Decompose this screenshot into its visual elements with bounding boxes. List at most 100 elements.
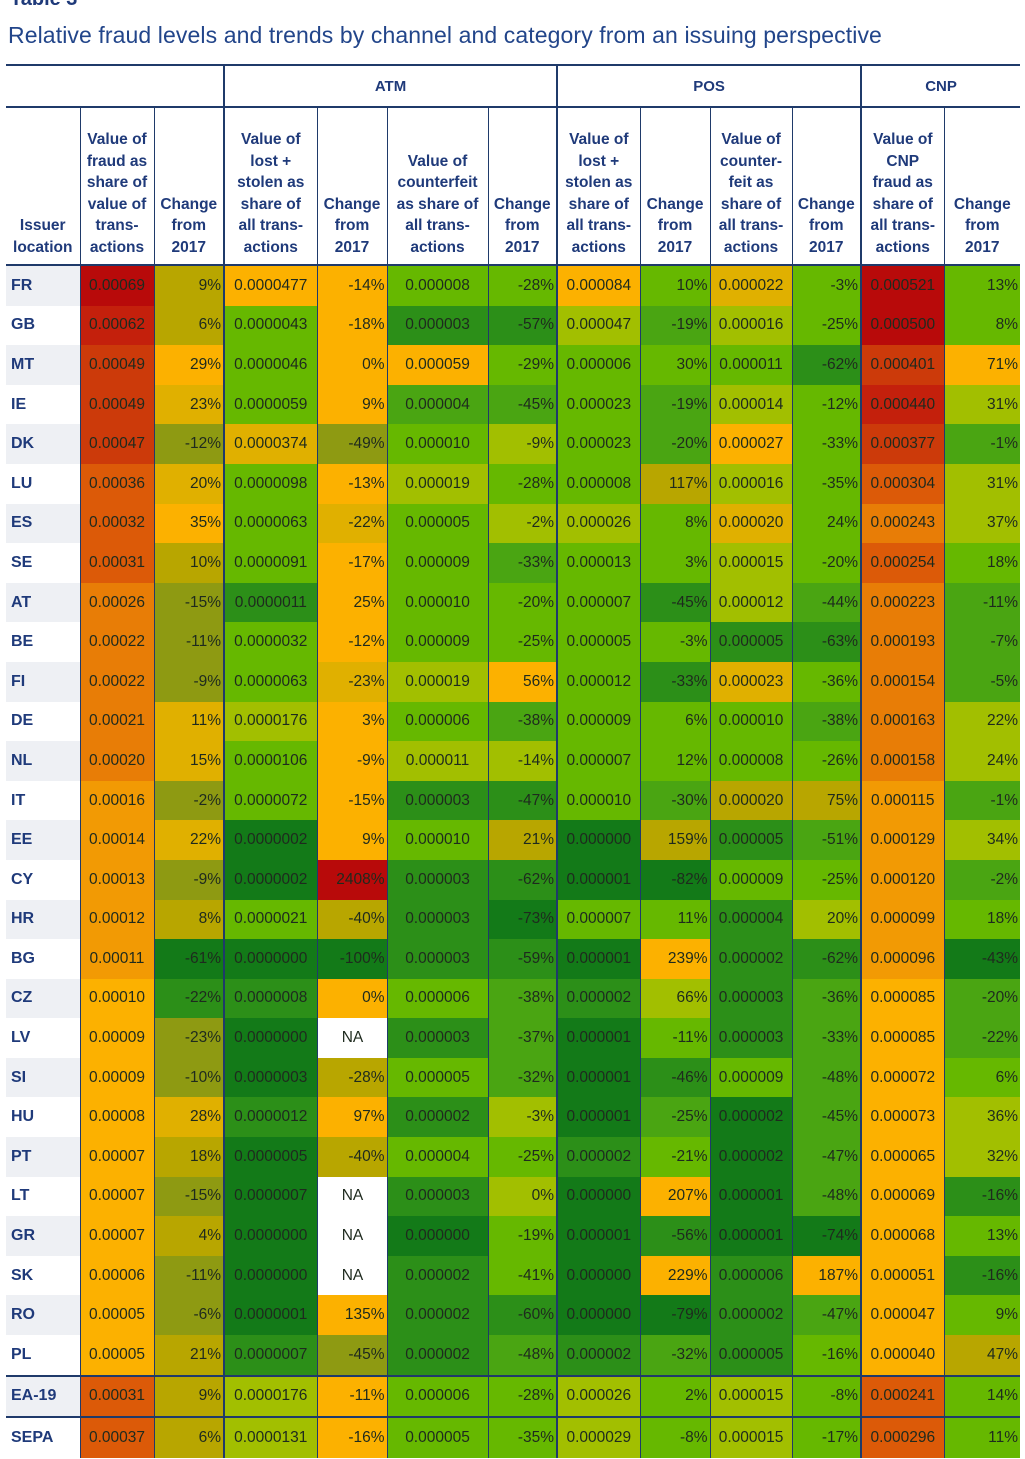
- column-header-pos-lost-stolen-change: Change from 2017: [639, 107, 711, 266]
- atm-counterfeit-share-cell: 0.000008: [386, 265, 489, 306]
- pos-lost-stolen-change-cell: 159%: [639, 820, 711, 860]
- table-row: ES 0.00032 35% 0.0000063 -22% 0.000005 -2% 0.00…: [6, 503, 1021, 544]
- table-row: LT 0.00007 -15% 0.0000007 NA 0.000003 0% 0.0000…: [6, 1176, 1021, 1217]
- atm-lost-stolen-share-cell: 0.0000176: [223, 1374, 318, 1418]
- pos-lost-stolen-change-cell: -19%: [639, 305, 711, 346]
- atm-counterfeit-change-cell: -62%: [487, 859, 558, 900]
- issuer-cell: EE: [6, 820, 80, 860]
- pos-lost-stolen-share-cell: 0.000029: [556, 1416, 641, 1458]
- cnp-share-cell: 0.000254: [860, 543, 945, 583]
- atm-lost-stolen-share-cell: 0.0000032: [223, 622, 318, 662]
- atm-counterfeit-share-cell: 0.000003: [386, 305, 489, 346]
- atm-lost-stolen-share-cell: 0.0000131: [223, 1416, 318, 1458]
- atm-lost-stolen-change-cell: NA: [316, 1216, 388, 1256]
- pos-lost-stolen-share-cell: 0.000026: [556, 503, 641, 544]
- atm-lost-stolen-change-cell: -100%: [316, 939, 388, 979]
- atm-lost-stolen-change-cell: NA: [316, 1255, 388, 1296]
- table-row: BG 0.00011 -61% 0.0000000 -100% 0.000003 -59% 0…: [6, 939, 1021, 979]
- table-row: LV 0.00009 -23% 0.0000000 NA 0.000003 -37% 0.00…: [6, 1018, 1021, 1058]
- cnp-change-cell: 9%: [943, 1295, 1021, 1336]
- pos-counterfeit-change-cell: -17%: [791, 1416, 862, 1458]
- column-header-pos-counterfeit-change: Change from 2017: [791, 107, 862, 266]
- atm-counterfeit-share-cell: 0.000003: [386, 1018, 489, 1058]
- atm-counterfeit-share-cell: 0.000002: [386, 1295, 489, 1336]
- atm-counterfeit-share-cell: 0.000005: [386, 1057, 489, 1098]
- atm-lost-stolen-change-cell: -9%: [316, 741, 388, 781]
- pos-lost-stolen-share-cell: 0.000026: [556, 1374, 641, 1418]
- atm-counterfeit-change-cell: 21%: [487, 820, 558, 860]
- issuer-cell: LU: [11, 474, 33, 492]
- cnp-change-cell: -16%: [943, 1176, 1021, 1217]
- pos-counterfeit-change-cell: -3%: [791, 265, 862, 306]
- pos-counterfeit-share-cell: 0.000005: [709, 1335, 793, 1376]
- pos-lost-stolen-share-cell: 0.000001: [556, 939, 641, 979]
- atm-counterfeit-share-cell: 0.000006: [386, 978, 489, 1019]
- column-header-pos-lost-stolen-share: Value of lost + stolen as share of all t…: [556, 107, 641, 266]
- atm-lost-stolen-share-cell: 0.0000021: [223, 899, 318, 940]
- cnp-share-cell: 0.000304: [860, 463, 945, 504]
- pos-counterfeit-share-cell: 0.000001: [709, 1176, 793, 1217]
- atm-counterfeit-share-cell: 0.000005: [386, 503, 489, 544]
- fraud-share-cell: 0.00021: [79, 701, 154, 742]
- pos-lost-stolen-share-cell: 0.000007: [556, 582, 641, 623]
- issuer-cell: IE: [11, 395, 27, 413]
- fraud-change-cell: -11%: [153, 1255, 225, 1296]
- pos-lost-stolen-change-cell: 12%: [639, 741, 711, 781]
- atm-counterfeit-share-cell: 0.000019: [386, 463, 489, 504]
- pos-counterfeit-change-cell: -36%: [791, 661, 862, 702]
- cnp-change-cell: 31%: [943, 384, 1021, 425]
- fraud-change-cell: -22%: [153, 978, 225, 1019]
- pos-lost-stolen-change-cell: -33%: [639, 661, 711, 702]
- cnp-change-cell: -16%: [943, 1255, 1021, 1296]
- issuer-cell: SEPA: [6, 1416, 80, 1458]
- table-row: EE 0.00014 22% 0.0000002 9% 0.000010 21% 0.0000…: [6, 820, 1021, 860]
- fraud-share-cell: 0.00014: [79, 820, 154, 860]
- fraud-share-cell: 0.00062: [79, 305, 154, 346]
- group-header-cnp: CNP: [860, 64, 1021, 108]
- fraud-table: ATM POS CNP Issuer location Value of frau…: [6, 64, 1021, 1458]
- atm-lost-stolen-share-cell: 0.0000001: [223, 1295, 318, 1336]
- cnp-share-cell: 0.000401: [860, 345, 945, 385]
- fraud-share-cell: 0.00007: [79, 1176, 154, 1217]
- pos-counterfeit-share-cell: 0.000020: [709, 780, 793, 821]
- pos-lost-stolen-share-cell: 0.000001: [556, 1057, 641, 1098]
- column-header-cnp-change: Change from 2017: [943, 107, 1021, 266]
- fraud-change-cell: 6%: [153, 305, 225, 346]
- column-header-row: Issuer location Value of fraud as share o…: [6, 107, 1021, 266]
- atm-counterfeit-change-cell: -59%: [487, 939, 558, 979]
- cnp-change-cell: 36%: [943, 1097, 1021, 1138]
- pos-lost-stolen-share-cell: 0.000001: [556, 1097, 641, 1138]
- cnp-change-cell: -11%: [943, 582, 1021, 623]
- pos-counterfeit-change-cell: 24%: [791, 503, 862, 544]
- pos-counterfeit-share-cell: 0.000004: [709, 899, 793, 940]
- atm-counterfeit-change-cell: -28%: [487, 265, 558, 306]
- atm-lost-stolen-share-cell: 0.0000043: [223, 305, 318, 346]
- fraud-change-cell: -15%: [153, 1176, 225, 1217]
- pos-counterfeit-share-cell: 0.000002: [709, 1137, 793, 1177]
- issuer-cell: CY: [11, 870, 34, 888]
- table-row: SK 0.00006 -11% 0.0000000 NA 0.000002 -41% 0.00…: [6, 1255, 1021, 1296]
- pos-lost-stolen-change-cell: -45%: [639, 582, 711, 623]
- pos-counterfeit-change-cell: -51%: [791, 820, 862, 860]
- fraud-share-cell: 0.00009: [79, 1057, 154, 1098]
- pos-lost-stolen-share-cell: 0.000007: [556, 899, 641, 940]
- pos-lost-stolen-change-cell: 117%: [639, 463, 711, 504]
- atm-counterfeit-change-cell: -33%: [487, 543, 558, 583]
- pos-lost-stolen-change-cell: -32%: [639, 1335, 711, 1376]
- atm-counterfeit-share-cell: 0.000003: [386, 899, 489, 940]
- pos-counterfeit-change-cell: -36%: [791, 978, 862, 1019]
- issuer-cell: BE: [11, 633, 34, 651]
- fraud-change-cell: -12%: [153, 424, 225, 464]
- atm-lost-stolen-share-cell: 0.0000091: [223, 543, 318, 583]
- atm-counterfeit-share-cell: 0.000006: [386, 1374, 489, 1418]
- atm-lost-stolen-share-cell: 0.0000000: [223, 1018, 318, 1058]
- pos-counterfeit-change-cell: 75%: [791, 780, 862, 821]
- table-row: SE 0.00031 10% 0.0000091 -17% 0.000009 -33% 0.0…: [6, 543, 1021, 583]
- pos-lost-stolen-change-cell: 6%: [639, 701, 711, 742]
- cnp-change-cell: -20%: [943, 978, 1021, 1019]
- pos-counterfeit-change-cell: -26%: [791, 741, 862, 781]
- atm-counterfeit-change-cell: -9%: [487, 424, 558, 464]
- cnp-change-cell: -1%: [943, 424, 1021, 464]
- pos-counterfeit-share-cell: 0.000015: [709, 1374, 793, 1418]
- atm-lost-stolen-share-cell: 0.0000374: [223, 424, 318, 464]
